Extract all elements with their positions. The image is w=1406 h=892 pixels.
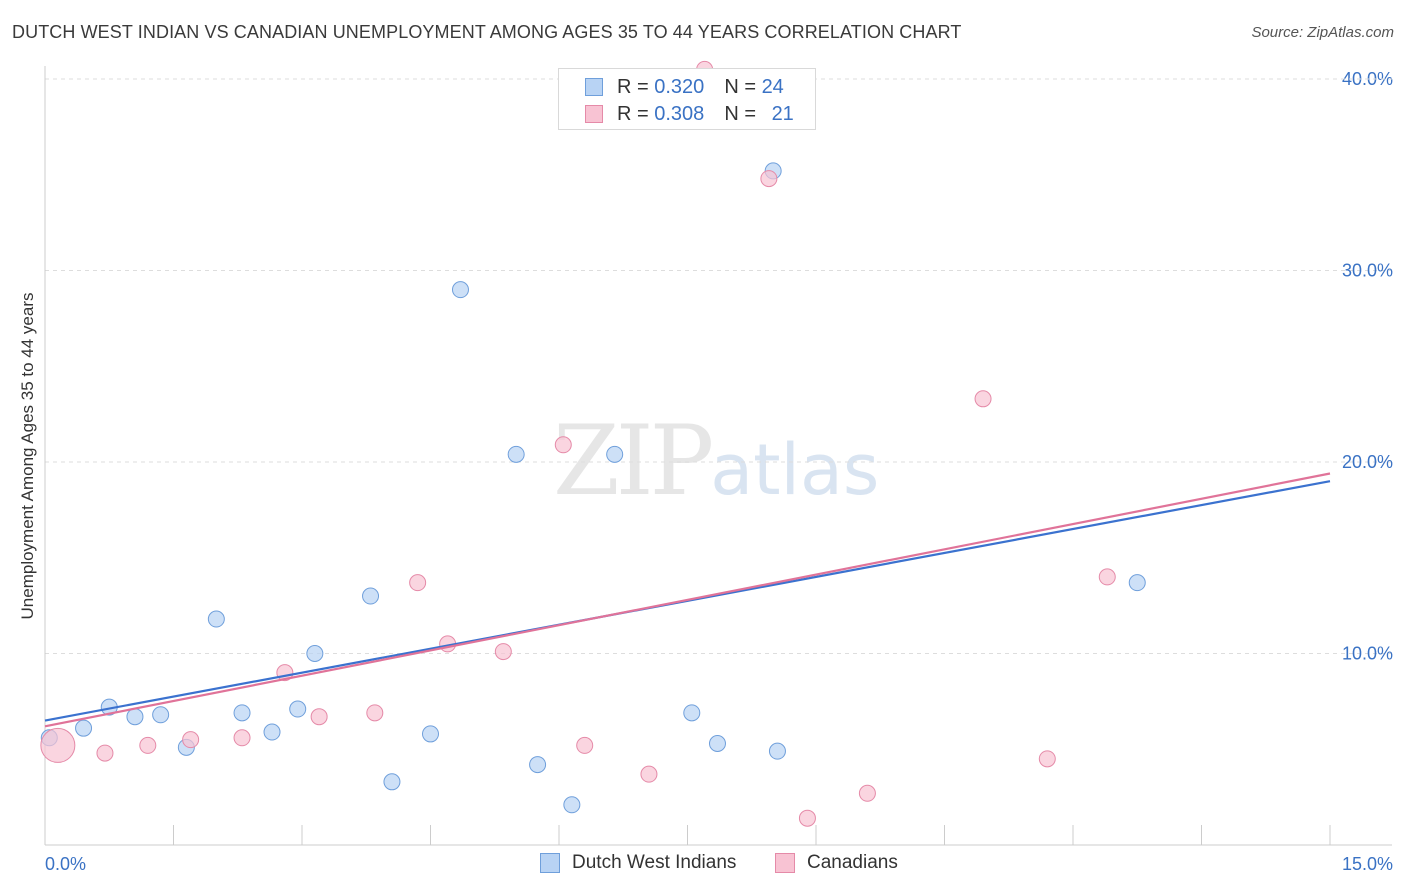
trendline-canadians xyxy=(44,472,1331,728)
y-tick-label: 10.0% xyxy=(1342,644,1393,664)
point-dutch-west-indians xyxy=(422,725,439,743)
point-dutch-west-indians xyxy=(207,610,225,628)
bottom-legend-canadians: Canadians xyxy=(775,852,898,874)
point-dutch-west-indians xyxy=(233,704,251,722)
point-canadians xyxy=(974,390,992,408)
y-tick-label: 30.0% xyxy=(1342,261,1393,281)
point-canadians xyxy=(640,765,658,783)
legend-r-label: R = xyxy=(617,75,655,98)
bottom-legend-label: Dutch West Indians xyxy=(572,852,737,873)
bottom-legend-swatch-pink xyxy=(775,853,795,873)
legend-r-label: R = xyxy=(617,102,655,125)
point-canadians xyxy=(409,574,427,592)
point-dutch-west-indians xyxy=(529,756,547,774)
point-canadians xyxy=(139,736,157,754)
point-canadians xyxy=(96,744,114,762)
point-dutch-west-indians xyxy=(263,723,281,741)
point-canadians xyxy=(366,704,384,722)
point-canadians xyxy=(760,170,778,188)
legend-n-label: N = xyxy=(724,102,762,125)
point-canadians xyxy=(798,809,816,827)
point-dutch-west-indians xyxy=(683,704,701,722)
legend-r-value: 0.320 xyxy=(654,75,705,98)
point-dutch-west-indians xyxy=(1128,574,1146,592)
watermark-zip: ZIP xyxy=(553,405,714,517)
point-dutch-west-indians xyxy=(507,445,525,463)
point-dutch-west-indians xyxy=(289,700,307,718)
point-canadians xyxy=(1038,750,1056,768)
chart-title: DUTCH WEST INDIAN VS CANADIAN UNEMPLOYME… xyxy=(12,22,962,42)
point-dutch-west-indians xyxy=(451,281,469,299)
bottom-legend-swatch-blue xyxy=(540,853,560,873)
legend-row-canadians: R = 0.308 N = 21 xyxy=(585,103,794,125)
y-axis-label: Unemployment Among Ages 35 to 44 years xyxy=(18,292,37,620)
point-canadians xyxy=(1098,568,1116,586)
point-canadians xyxy=(554,436,572,454)
correlation-legend: R = 0.320 N = 24 R = 0.308 N = 21 xyxy=(558,68,816,130)
legend-n-label: N = xyxy=(724,75,762,98)
point-dutch-west-indians xyxy=(362,587,380,605)
x-tick-label-max: 15.0% xyxy=(1342,854,1393,874)
bottom-legend-label: Canadians xyxy=(807,852,898,873)
legend-n-value: 24 xyxy=(761,75,784,98)
point-canadians xyxy=(182,731,200,749)
point-canadians xyxy=(233,729,251,747)
chart-source: Source: ZipAtlas.com xyxy=(1251,24,1394,41)
legend-row-dutch-west-indians: R = 0.320 N = 24 xyxy=(585,76,784,98)
point-canadians xyxy=(310,708,328,726)
y-tick-label: 20.0% xyxy=(1342,452,1393,472)
zipatlas-watermark: ZIPatlas xyxy=(553,405,879,517)
x-tick-label-min: 0.0% xyxy=(45,854,86,874)
point-dutch-west-indians xyxy=(75,719,93,737)
point-dutch-west-indians xyxy=(708,735,726,753)
legend-swatch-pink xyxy=(585,105,603,123)
point-dutch-west-indians xyxy=(606,445,624,463)
point-canadians xyxy=(576,736,594,754)
legend-r-value: 0.308 xyxy=(654,102,705,125)
point-dutch-west-indians xyxy=(152,706,170,724)
point-dutch-west-indians xyxy=(563,796,581,814)
legend-n-value: 21 xyxy=(771,102,794,125)
point-canadians xyxy=(494,643,512,661)
point-dutch-west-indians xyxy=(306,645,324,662)
point-dutch-west-indians xyxy=(768,742,786,760)
bottom-legend-dutch-west-indians: Dutch West Indians xyxy=(540,852,736,874)
legend-swatch-blue xyxy=(585,78,603,96)
point-dutch-west-indians xyxy=(126,708,144,726)
point-canadians xyxy=(40,727,76,763)
point-canadians xyxy=(858,784,876,802)
watermark-atlas: atlas xyxy=(710,429,880,511)
point-dutch-west-indians xyxy=(383,773,401,791)
